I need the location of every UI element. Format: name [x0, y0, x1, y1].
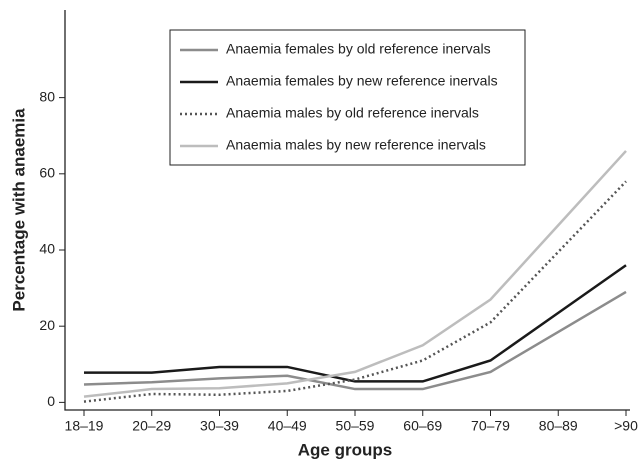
series-line: [83, 290, 627, 391]
x-tick-label: 50–59: [336, 418, 375, 434]
axes: [64, 10, 630, 411]
y-tick-label: 80: [39, 88, 55, 104]
x-tick-label: 70–79: [471, 418, 510, 434]
legend-box: [169, 29, 526, 166]
series-line: [83, 180, 627, 403]
x-tick-label: 60–69: [403, 418, 442, 434]
legend-label: Anaemia males by old reference inervals: [226, 105, 479, 121]
y-axis-label: Percentage with anaemia: [9, 108, 28, 312]
x-tick-label: 20–29: [132, 418, 171, 434]
legend-label: Anaemia females by new reference inerval…: [226, 73, 498, 89]
legend-label: Anaemia males by new reference inervals: [226, 137, 486, 153]
x-axis-label: Age groups: [298, 440, 392, 459]
x-tick-label: 30–39: [200, 418, 239, 434]
y-tick-label: 0: [47, 393, 55, 409]
x-tick-label: 40–49: [268, 418, 307, 434]
legend-label: Anaemia females by old reference inerval…: [226, 41, 491, 57]
series-line: [83, 150, 627, 398]
x-tick-label: 80–89: [539, 418, 578, 434]
y-tick-label: 40: [39, 241, 55, 257]
x-tick-label: 18–19: [65, 418, 104, 434]
x-tick-label: >90: [614, 418, 638, 434]
y-tick-label: 60: [39, 165, 55, 181]
series-line: [84, 264, 627, 383]
y-tick-label: 20: [39, 317, 55, 333]
